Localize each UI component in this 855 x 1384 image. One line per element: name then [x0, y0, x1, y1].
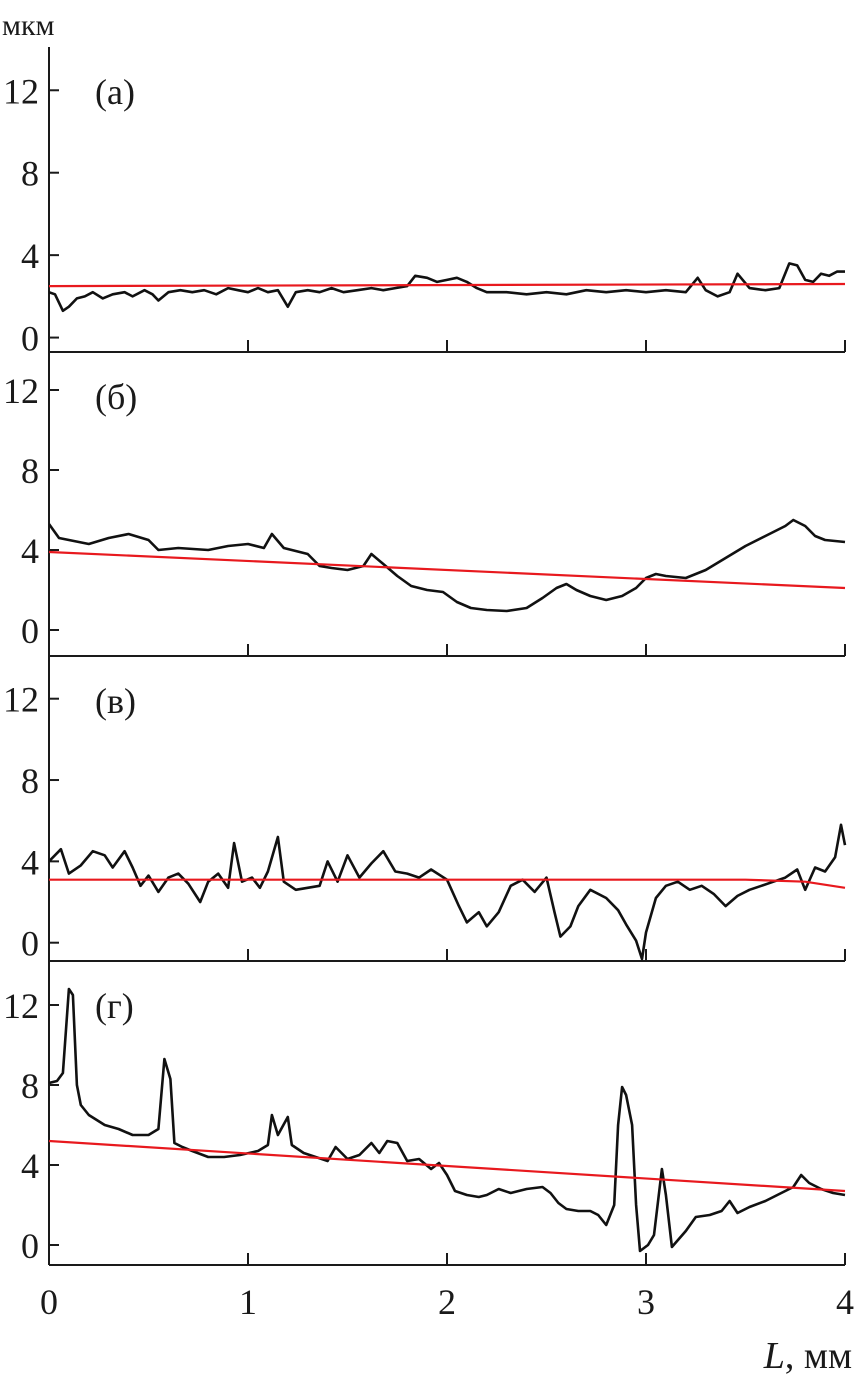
panel-2: 0 4 8 12 (б) — [3, 371, 846, 657]
fit-line — [48, 282, 846, 288]
x-tick-label: 2 — [438, 1282, 456, 1322]
x-axis: 0 1 2 3 4 — [40, 1282, 854, 1322]
fit-line — [48, 1139, 846, 1193]
y-unit-label: мкм — [2, 9, 55, 42]
panel-label: (а) — [95, 72, 135, 112]
profile-line — [49, 262, 845, 313]
y-tick-label: 0 — [21, 1226, 39, 1266]
y-tick-label: 0 — [21, 924, 39, 964]
y-tick-label: 4 — [21, 236, 39, 276]
x-tick-label: 0 — [40, 1282, 58, 1322]
x-axis-label-unit: , мм — [785, 1335, 852, 1377]
y-tick-label: 8 — [21, 761, 39, 801]
y-tick-label: 12 — [3, 371, 39, 411]
y-tick-label: 12 — [3, 680, 39, 720]
y-tick-label: 0 — [21, 611, 39, 651]
fit-line — [49, 878, 846, 889]
y-tick-label: 4 — [21, 842, 39, 882]
panel-4: 0 4 8 12 (г) — [3, 986, 846, 1266]
y-tick-label: 0 — [21, 319, 39, 359]
panel-label: (б) — [95, 377, 137, 417]
y-tick-label: 12 — [3, 71, 39, 111]
y-tick-label: 8 — [21, 1066, 39, 1106]
profile-line — [49, 518, 846, 613]
y-tick-label: 8 — [21, 451, 39, 491]
x-tick-label: 1 — [239, 1282, 257, 1322]
panels-group: 0 4 8 12 (а) 0 4 8 12 (б) 0 4 8 12 (в) 0 4 8 12 (г) — [3, 71, 847, 1266]
panel-1: 0 4 8 12 (а) — [3, 71, 846, 359]
x-axis-label-variable: L — [763, 1335, 785, 1377]
x-tick-label: 3 — [637, 1282, 655, 1322]
x-axis-label: L, мм — [763, 1335, 852, 1377]
fit-line — [48, 550, 846, 590]
x-tick-label: 4 — [836, 1282, 854, 1322]
y-tick-label: 12 — [3, 986, 39, 1026]
y-tick-label: 4 — [21, 1146, 39, 1186]
profile-line — [49, 987, 846, 1253]
panel-label: (в) — [95, 681, 136, 721]
profile-line — [49, 823, 847, 961]
panel-3: 0 4 8 12 (в) — [3, 680, 847, 964]
y-tick-label: 8 — [21, 154, 39, 194]
y-tick-label: 4 — [21, 531, 39, 571]
panel-label: (г) — [95, 986, 134, 1026]
